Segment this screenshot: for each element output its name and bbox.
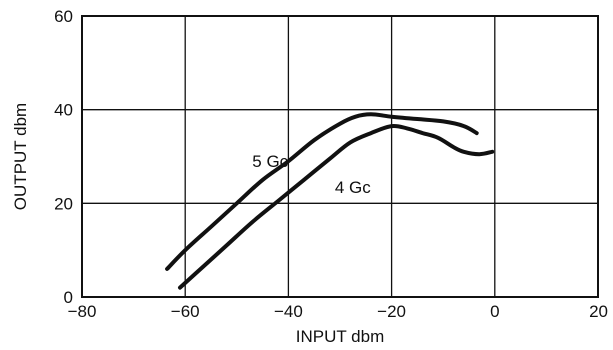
y-tick-labels: 0 20 40 60 [54, 7, 73, 307]
x-tick-label-0: −80 [68, 302, 97, 321]
grid [82, 16, 598, 297]
series-labels: 5 Gc 4 Gc [252, 152, 371, 197]
x-tick-label-5: 20 [589, 302, 608, 321]
y-tick-label-2: 40 [54, 101, 73, 120]
x-tick-label-2: −40 [274, 302, 303, 321]
series-label-4-gc: 4 Gc [335, 178, 371, 197]
series-lines [165, 112, 495, 290]
plot-frame [81, 15, 599, 298]
x-tick-labels: −80 −60 −40 −20 0 20 [68, 302, 608, 321]
series-line-5-gc [165, 112, 479, 271]
series-label-5-gc: 5 Gc [252, 152, 288, 171]
x-tick-label-1: −60 [171, 302, 200, 321]
y-tick-label-3: 60 [54, 7, 73, 26]
x-axis-label: INPUT dbm [296, 327, 385, 346]
series-line-4-gc [178, 123, 495, 290]
y-axis-label: OUTPUT dbm [11, 103, 30, 210]
y-tick-label-1: 20 [54, 194, 73, 213]
y-tick-label-0: 0 [64, 288, 73, 307]
x-tick-label-4: 0 [490, 302, 499, 321]
x-tick-label-3: −20 [377, 302, 406, 321]
